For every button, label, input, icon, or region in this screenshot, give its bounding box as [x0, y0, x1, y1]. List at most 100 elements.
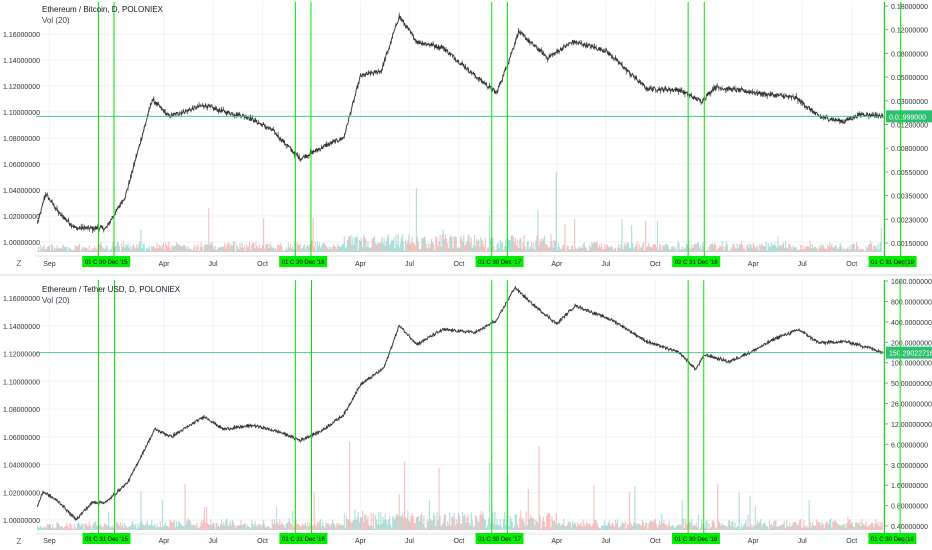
volume-bar — [245, 244, 247, 252]
volume-bar — [62, 528, 65, 530]
volume-bar — [226, 244, 228, 252]
volume-bar — [313, 246, 315, 252]
volume-bar — [854, 522, 857, 530]
volume-bar — [251, 244, 253, 252]
volume-bar — [533, 518, 535, 530]
volume-bar — [620, 244, 622, 252]
volume-bar — [332, 523, 335, 530]
volume-bar — [436, 512, 438, 530]
right-axis-tick-label: 800.00000000 — [891, 299, 932, 306]
volume-bar — [275, 250, 278, 252]
left-axis-tick-label: 1.08000000 — [3, 407, 40, 414]
volume-bar — [316, 521, 319, 530]
pane-2-volume-label[interactable]: Vol (20) — [42, 296, 70, 305]
volume-bar — [492, 512, 494, 530]
volume-bar — [613, 248, 616, 252]
volume-bar — [675, 246, 677, 252]
volume-bar — [297, 243, 299, 252]
pane-1-zoom-icon[interactable]: Z — [16, 259, 22, 268]
volume-bar — [454, 236, 456, 252]
cycle-tag[interactable] — [82, 256, 131, 267]
volume-bar — [581, 526, 583, 530]
pane-2-title[interactable]: Ethereum / Tether USD, D, POLONIEX — [42, 285, 181, 294]
volume-bar — [136, 244, 138, 252]
volume-bar — [774, 242, 776, 252]
volume-bar — [184, 245, 186, 252]
x-axis-tick-label: Jul — [798, 261, 807, 268]
volume-bar — [169, 247, 171, 252]
volume-bar — [364, 514, 366, 530]
volume-bar — [182, 245, 184, 252]
pane-1-auto-scale-icon[interactable]: A — [902, 259, 908, 268]
volume-bar — [869, 524, 872, 530]
volume-bar — [652, 522, 654, 530]
price-series[interactable] — [37, 286, 884, 522]
volume-bar — [877, 521, 879, 530]
volume-bar — [53, 527, 55, 530]
volume-bar — [377, 242, 379, 252]
pane-1-volume-label[interactable]: Vol (20) — [42, 16, 70, 25]
volume-bar — [803, 520, 805, 530]
volume-bar — [167, 246, 169, 252]
pane-2-auto-scale-icon[interactable]: A — [902, 537, 908, 546]
volume-bar — [607, 245, 609, 252]
volume-bar — [251, 520, 253, 530]
volume-bar — [723, 250, 725, 252]
volume-bar — [502, 519, 505, 530]
volume-bar — [661, 514, 663, 530]
volume-bar — [628, 248, 631, 252]
volume-bar — [323, 525, 325, 530]
volume-bar — [656, 527, 659, 530]
volume-bar — [537, 523, 539, 530]
volume-bar — [578, 246, 580, 252]
volume-bar — [600, 525, 603, 530]
volume-bar — [485, 251, 487, 252]
cycle-tag[interactable] — [475, 256, 524, 267]
volume-bar — [340, 246, 342, 252]
cycle-tag[interactable] — [868, 256, 917, 267]
cycle-tag[interactable] — [279, 533, 328, 544]
volume-bar — [216, 523, 218, 530]
price-series[interactable] — [37, 12, 884, 233]
volume-bar — [571, 521, 574, 530]
volume-bar — [215, 249, 217, 252]
volume-bar — [337, 524, 339, 530]
volume-bar — [117, 241, 119, 252]
cycle-tag[interactable] — [82, 533, 131, 544]
volume-bar — [147, 247, 150, 252]
volume-bar — [42, 246, 44, 252]
volume-bar — [39, 251, 41, 252]
volume-bar — [826, 244, 829, 252]
volume-bar — [536, 235, 538, 252]
volume-bar — [202, 250, 204, 252]
pane-2-zoom-icon[interactable]: Z — [16, 537, 22, 546]
volume-bar — [674, 528, 676, 530]
volume-bar — [55, 527, 57, 530]
volume-bar — [133, 525, 136, 530]
cycle-tag[interactable] — [672, 256, 721, 267]
cycle-tag[interactable] — [475, 533, 524, 544]
volume-bar — [851, 521, 853, 530]
volume-bar — [585, 521, 588, 530]
volume-bar — [710, 526, 712, 530]
pane-1-title[interactable]: Ethereum / Bitcoin, D, POLONIEX — [42, 5, 163, 14]
cycle-tag[interactable] — [279, 256, 328, 267]
volume-bar — [71, 250, 73, 252]
pane-1[interactable]: 1.160000001.140000001.120000001.10000000… — [3, 2, 932, 268]
volume-bar — [193, 247, 195, 252]
cycle-tag[interactable] — [868, 533, 917, 544]
volume-bar — [656, 221, 659, 252]
pane-2[interactable]: 1.160000001.140000001.120000001.10000000… — [3, 279, 932, 545]
volume-bar — [481, 240, 483, 252]
volume-bar — [508, 526, 510, 530]
volume-bar — [839, 525, 842, 530]
volume-bar — [641, 520, 644, 530]
cycle-tag[interactable] — [671, 533, 720, 544]
volume-bar — [797, 523, 800, 530]
volume-bar — [700, 249, 703, 252]
volume-bar — [258, 524, 260, 530]
volume-bar — [618, 528, 620, 530]
volume-bar — [231, 245, 233, 252]
volume-bar — [153, 246, 155, 252]
